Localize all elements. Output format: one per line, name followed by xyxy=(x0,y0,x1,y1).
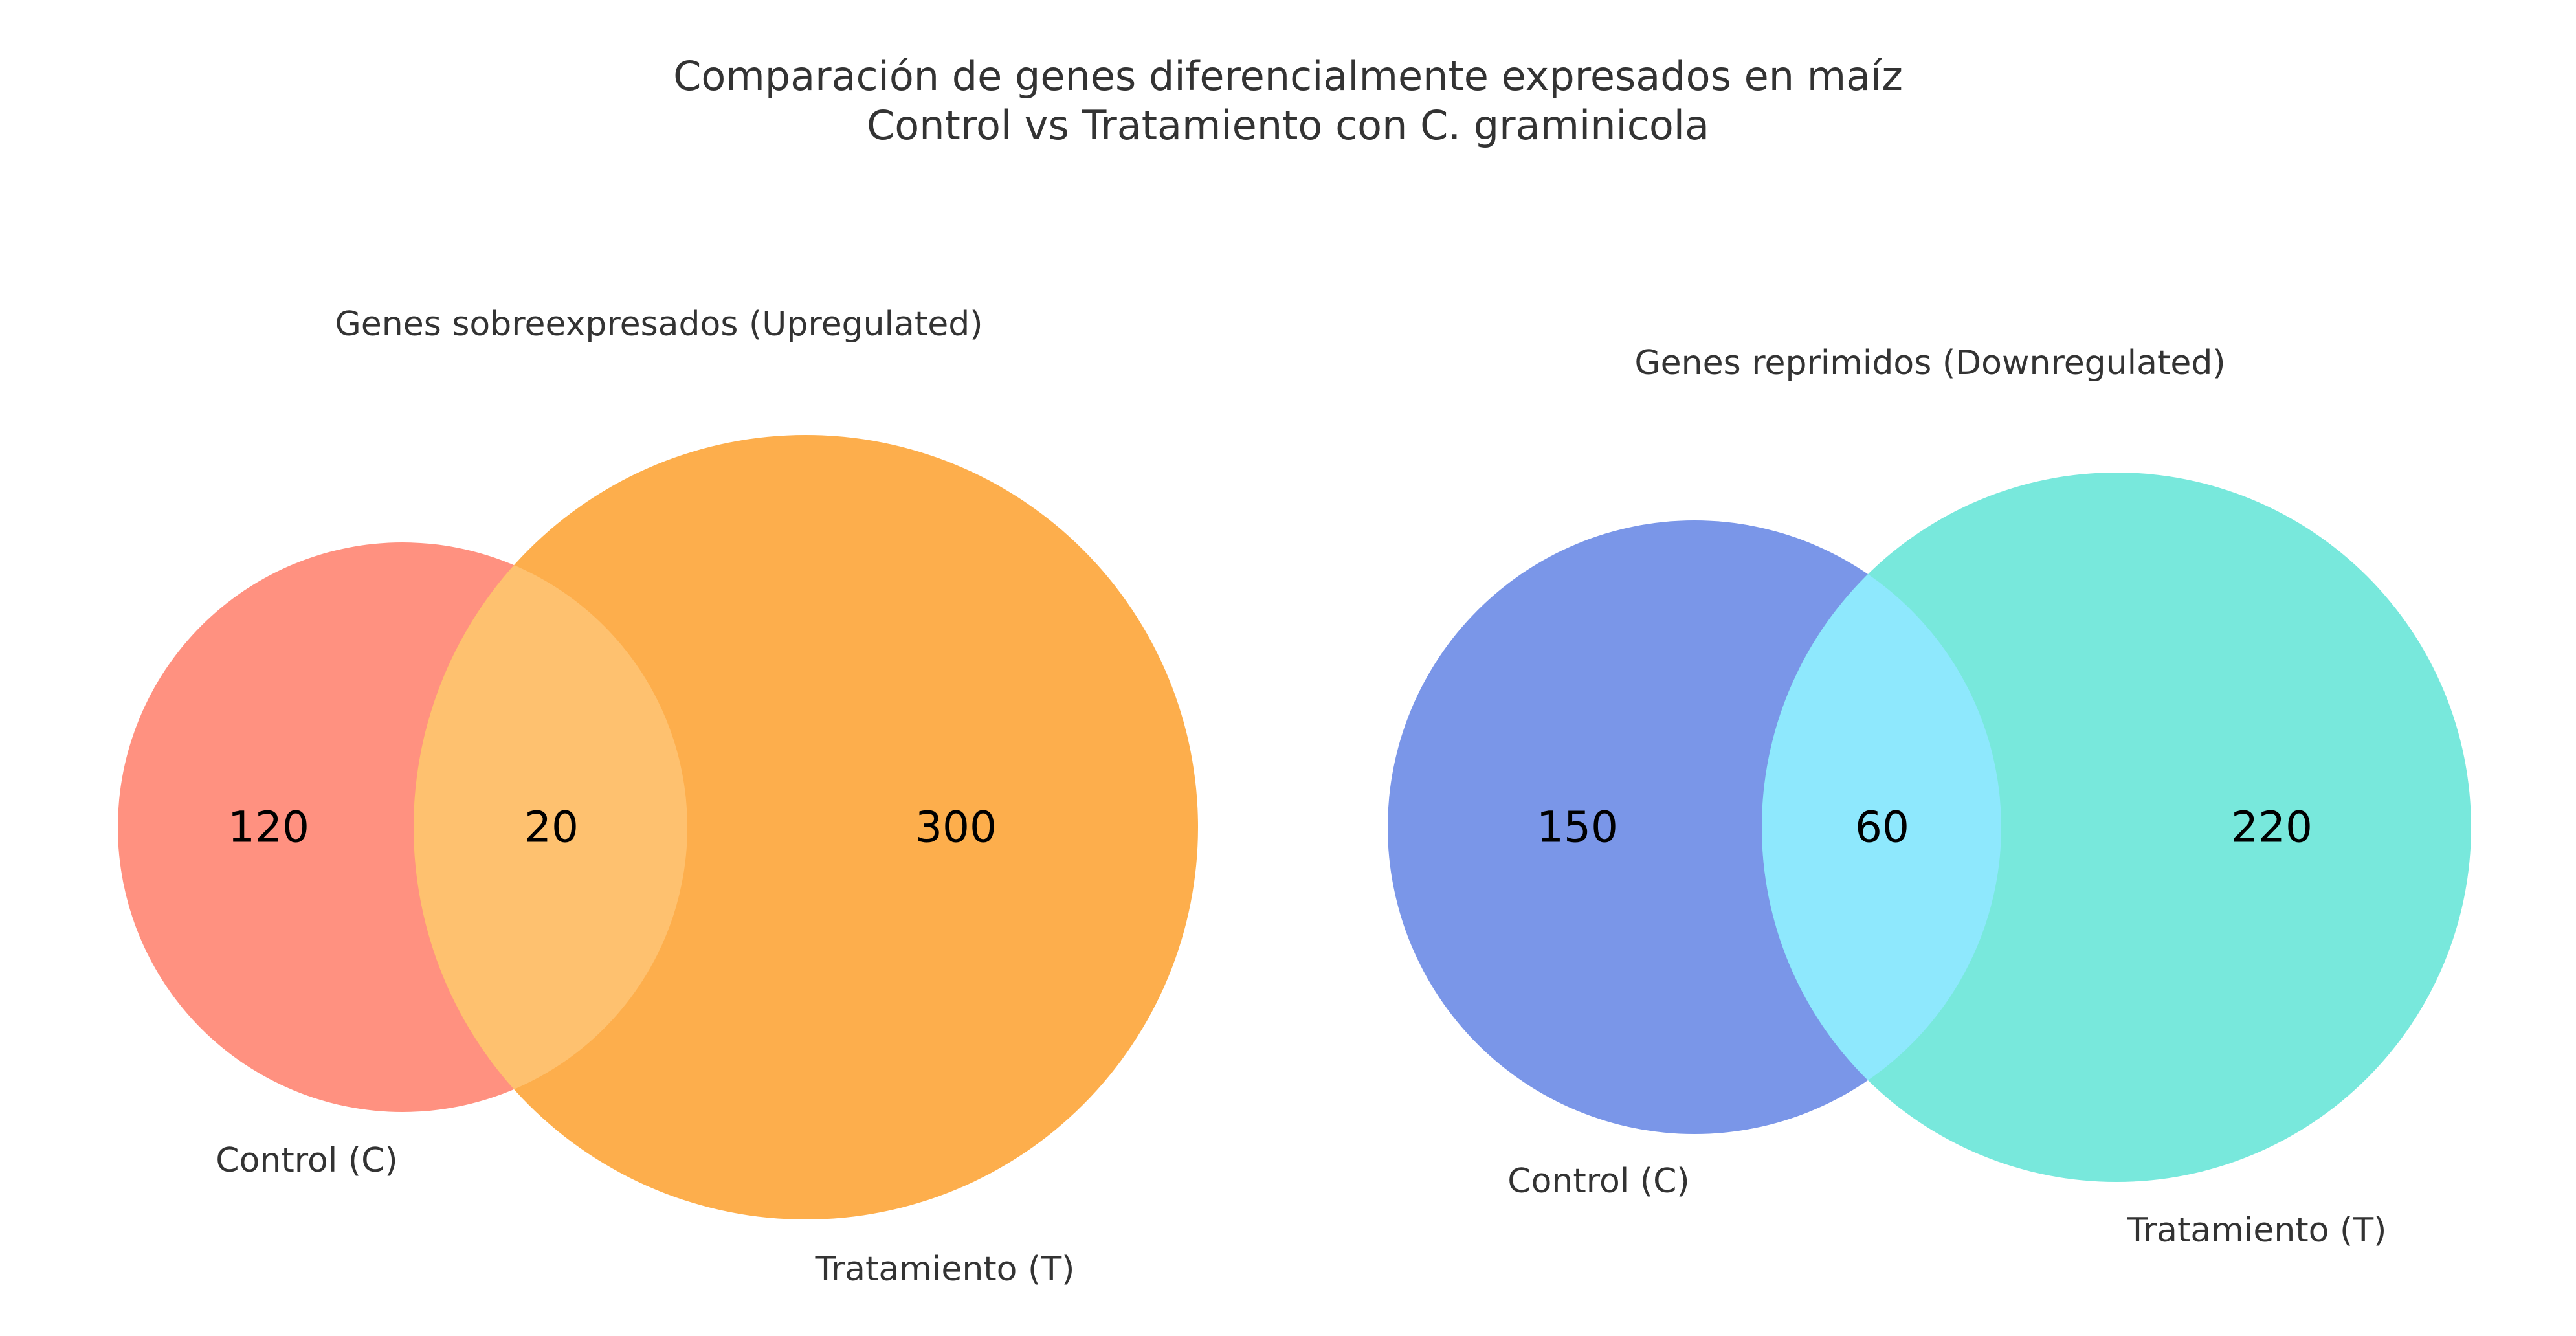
venn-circle-tratamiento-upregulated xyxy=(414,435,1198,1219)
count-tratamiento-only-downregulated: 220 xyxy=(2231,803,2313,852)
set-label-tratamiento-downregulated: Tratamiento (T) xyxy=(2127,1211,2387,1250)
count-control-only-downregulated: 150 xyxy=(1537,803,1618,852)
set-label-control-upregulated: Control (C) xyxy=(216,1141,397,1180)
figure-title-line-1: Comparación de genes diferencialmente ex… xyxy=(673,52,1903,100)
venn-intersection-downregulated xyxy=(1762,520,2001,1134)
figure-title: Comparación de genes diferencialmente ex… xyxy=(0,52,2576,150)
count-control-only-upregulated: 120 xyxy=(228,803,309,852)
count-intersection-upregulated: 20 xyxy=(524,803,579,852)
count-intersection-downregulated: 60 xyxy=(1855,803,1909,852)
panel-title-downregulated: Genes reprimidos (Downregulated) xyxy=(1634,344,2225,383)
set-label-control-downregulated: Control (C) xyxy=(1507,1162,1689,1201)
figure-title-line-2: Control vs Tratamiento con C. graminicol… xyxy=(866,102,1710,149)
set-label-tratamiento-upregulated: Tratamiento (T) xyxy=(815,1250,1075,1289)
venn-panel-upregulated: Genes sobreexpresados (Upregulated) 120 … xyxy=(118,305,1198,1289)
panel-title-upregulated: Genes sobreexpresados (Upregulated) xyxy=(335,305,983,344)
venn-panel-downregulated: Genes reprimidos (Downregulated) 150 60 … xyxy=(1388,344,2471,1250)
count-tratamiento-only-upregulated: 300 xyxy=(915,803,997,852)
